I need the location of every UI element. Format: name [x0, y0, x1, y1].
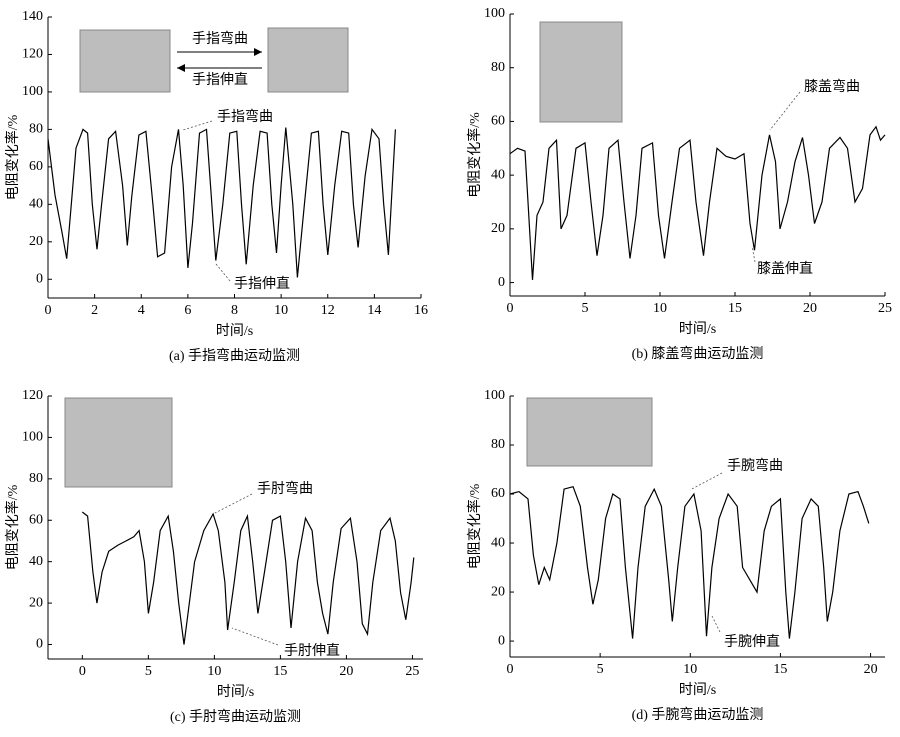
x-tick-label: 20: [339, 664, 353, 679]
annotation: 手肘伸直: [284, 642, 340, 659]
data-line: [81, 511, 415, 645]
y-tick-label: 20: [29, 234, 43, 249]
y-tick-label: 80: [491, 60, 505, 75]
y-tick-label: 80: [29, 122, 43, 137]
x-tick-label: 10: [207, 664, 221, 679]
y-tick-label: 0: [498, 275, 505, 290]
leader-line: [751, 245, 756, 263]
inset-photo: [539, 21, 623, 123]
chart-title: (a) 手指弯曲运动监测: [169, 347, 300, 364]
chart-title: (c) 手肘弯曲运动监测: [170, 708, 301, 725]
y-tick-label: 40: [29, 554, 43, 569]
inset-photo: [79, 29, 171, 93]
chart-title: (b) 膝盖弯曲运动监测: [632, 345, 764, 362]
annotation: 膝盖伸直: [757, 260, 813, 277]
x-tick-label: 0: [507, 301, 514, 316]
x-tick-label: 0: [507, 662, 514, 677]
inset-arrow-head: [177, 64, 185, 72]
y-axis-label: 电阻变化率/%: [4, 114, 21, 200]
inset-photo: [526, 397, 653, 467]
annotation: 手指弯曲: [217, 108, 273, 125]
y-tick-label: 0: [36, 271, 43, 286]
data-line: [509, 125, 886, 280]
leader-line: [689, 472, 723, 491]
data-line: [47, 127, 396, 278]
x-tick-label: 25: [405, 664, 419, 679]
y-tick-label: 80: [491, 437, 505, 452]
data-line: [509, 485, 870, 639]
x-tick-label: 20: [803, 301, 817, 316]
x-axis-label: 时间/s: [679, 682, 716, 698]
leader-line: [215, 263, 231, 282]
annotation: 手肘弯曲: [257, 480, 313, 497]
y-tick-label: 100: [22, 84, 43, 99]
chart-title: (d) 手腕弯曲运动监测: [632, 706, 764, 723]
x-tick-label: 8: [231, 303, 238, 318]
leader-line: [182, 120, 213, 131]
y-tick-label: 100: [22, 430, 43, 445]
x-tick-label: 12: [321, 303, 335, 318]
x-tick-label: 0: [79, 664, 86, 679]
y-tick-label: 100: [484, 6, 505, 21]
inset-arrow-head: [254, 48, 262, 56]
y-tick-label: 60: [29, 512, 43, 527]
y-tick-label: 140: [22, 9, 43, 24]
y-tick-label: 60: [29, 159, 43, 174]
y-tick-label: 60: [491, 486, 505, 501]
x-tick-label: 15: [773, 662, 787, 677]
annotation: 手指伸直: [234, 275, 290, 292]
y-tick-label: 20: [29, 595, 43, 610]
x-tick-label: 14: [367, 303, 381, 318]
x-tick-label: 5: [145, 664, 152, 679]
x-tick-label: 2: [91, 303, 98, 318]
x-tick-label: 4: [138, 303, 145, 318]
y-tick-label: 40: [29, 197, 43, 212]
annotation: 手腕伸直: [724, 633, 780, 650]
x-tick-label: 20: [864, 662, 878, 677]
y-tick-label: 0: [498, 633, 505, 648]
inset-photo: [64, 397, 173, 488]
y-tick-label: 20: [491, 221, 505, 236]
y-axis-label: 电阻变化率/%: [4, 484, 21, 570]
leader-line: [711, 615, 721, 633]
x-tick-label: 15: [273, 664, 287, 679]
y-tick-label: 40: [491, 167, 505, 182]
x-tick-label: 10: [653, 301, 667, 316]
y-axis-label: 电阻变化率/%: [466, 483, 483, 569]
y-tick-label: 40: [491, 535, 505, 550]
leader-line: [231, 627, 279, 646]
x-tick-label: 16: [414, 303, 428, 318]
y-tick-label: 120: [22, 47, 43, 62]
x-axis-label: 时间/s: [216, 323, 253, 339]
annotation: 膝盖弯曲: [804, 78, 860, 95]
y-tick-label: 120: [22, 388, 43, 403]
y-tick-label: 80: [29, 471, 43, 486]
annotation: 手腕弯曲: [727, 457, 783, 474]
y-tick-label: 0: [36, 637, 43, 652]
y-axis-label: 电阻变化率/%: [466, 112, 483, 198]
y-tick-label: 100: [484, 388, 505, 403]
x-tick-label: 5: [582, 301, 589, 316]
x-axis-label: 时间/s: [217, 684, 254, 700]
y-tick-label: 20: [491, 584, 505, 599]
x-tick-label: 15: [728, 301, 742, 316]
leader-line: [769, 91, 801, 131]
x-tick-label: 5: [597, 662, 604, 677]
inset-photo: [267, 27, 349, 93]
y-tick-label: 60: [491, 114, 505, 129]
x-axis-label: 时间/s: [679, 321, 716, 337]
x-tick-label: 0: [45, 303, 52, 318]
inset-label: 手指弯曲: [192, 30, 248, 47]
x-tick-label: 10: [274, 303, 288, 318]
inset-label: 手指伸直: [192, 71, 248, 88]
x-tick-label: 10: [683, 662, 697, 677]
x-tick-label: 6: [184, 303, 191, 318]
x-tick-label: 25: [878, 301, 892, 316]
leader-line: [214, 493, 253, 514]
